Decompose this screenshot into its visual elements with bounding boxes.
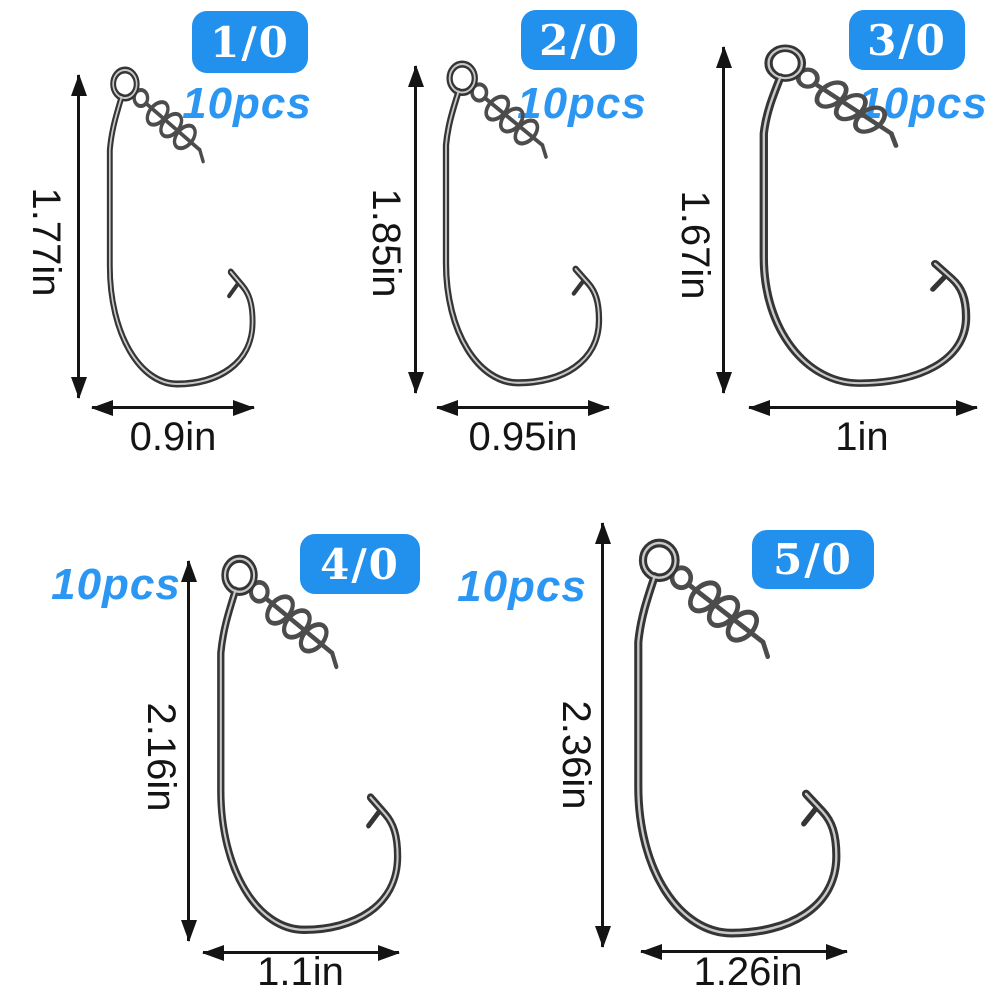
- size-badge-5-0: 5/0: [752, 530, 874, 589]
- height-label-3-0: 1.67in: [673, 190, 718, 300]
- width-arrow-1-0: [92, 406, 254, 409]
- width-arrow-3-0: [749, 406, 977, 409]
- height-label-5-0: 2.36in: [554, 700, 599, 810]
- hook-graphic-3-0: [740, 44, 978, 396]
- quantity-label-5-0: 10pcs: [457, 562, 587, 611]
- hook-graphic-2-0: [428, 60, 608, 395]
- width-label-3-0: 1in: [835, 414, 889, 459]
- height-label-2-0: 1.85in: [364, 188, 409, 298]
- height-arrow-3-0: [722, 47, 725, 393]
- width-label-4-0: 1.1in: [257, 949, 344, 994]
- hook-graphic-5-0: [615, 538, 848, 948]
- hook-graphic-1-0: [93, 66, 261, 396]
- quantity-label-4-0: 10pcs: [51, 560, 181, 609]
- height-label-1-0: 1.77in: [24, 187, 69, 297]
- size-badge-3-0: 3/0: [849, 10, 965, 70]
- width-arrow-2-0: [437, 406, 609, 409]
- width-label-2-0: 0.95in: [468, 414, 578, 459]
- height-arrow-4-0: [187, 561, 190, 941]
- width-label-1-0: 0.9in: [129, 414, 217, 459]
- quantity-label-2-0: 10pcs: [517, 79, 647, 128]
- hook-graphic-4-0: [200, 554, 408, 944]
- quantity-label-1-0: 10pcs: [182, 79, 312, 128]
- height-arrow-2-0: [414, 66, 417, 393]
- size-badge-2-0: 2/0: [521, 10, 637, 70]
- width-arrow-5-0: [641, 950, 847, 953]
- size-badge-1-0: 1/0: [192, 11, 308, 73]
- quantity-label-3-0: 10pcs: [858, 79, 988, 128]
- width-label-5-0: 1.26in: [693, 949, 803, 994]
- size-badge-4-0: 4/0: [300, 534, 420, 594]
- width-arrow-4-0: [203, 951, 399, 954]
- height-arrow-1-0: [77, 75, 80, 398]
- height-arrow-5-0: [601, 523, 604, 947]
- height-label-4-0: 2.16in: [139, 702, 184, 812]
